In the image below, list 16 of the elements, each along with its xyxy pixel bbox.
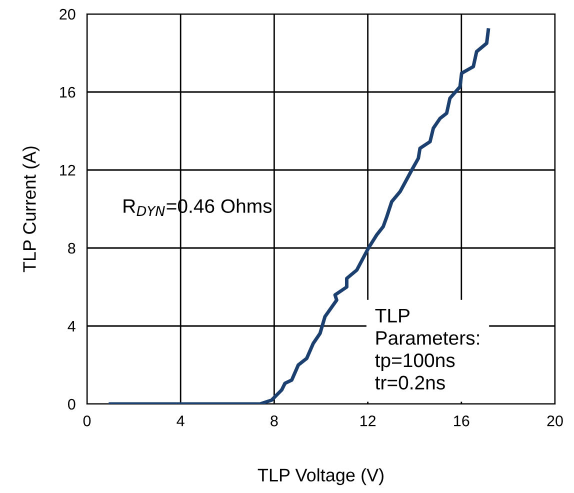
x-axis-title: TLP Voltage (V) (258, 468, 384, 486)
line-series (108, 28, 490, 404)
y-tick-label: 12 (60, 164, 76, 176)
x-tick-label: 0 (83, 416, 91, 426)
annotation: TLP Parameters: tp=100ns tr=0.2ns (375, 308, 479, 390)
x-tick-label: 4 (176, 416, 184, 426)
y-tick-label: 0 (68, 398, 76, 410)
x-tick-label: 12 (360, 416, 376, 426)
y-tick-label: 8 (68, 242, 76, 254)
x-tick-label: 8 (270, 416, 278, 426)
x-tick-label: 20 (547, 416, 563, 426)
y-axis-title: TLP Current (A) (22, 146, 40, 272)
y-tick-label: 20 (60, 8, 76, 20)
y-tick-label: 4 (68, 321, 76, 332)
x-tick-label: 16 (454, 416, 470, 426)
y-tick-label: 16 (60, 86, 76, 98)
